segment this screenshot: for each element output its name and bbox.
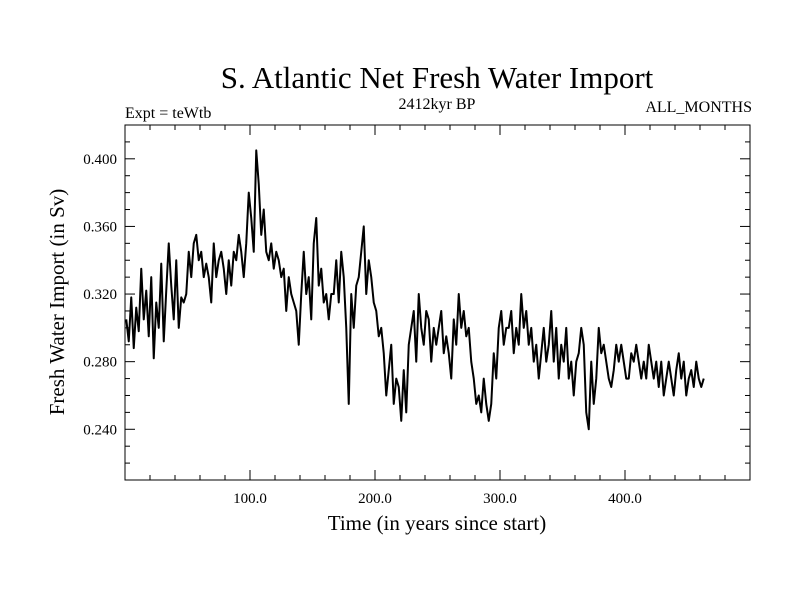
y-tick-label: 0.320 [83,287,117,303]
period-label: 2412kyr BP [399,96,476,113]
axis-ticks [125,125,750,480]
x-tick-labels: 100.0 200.0 300.0 400.0 [233,491,642,507]
series-line [125,149,705,431]
x-tick-label: 300.0 [483,491,517,507]
y-tick-label: 0.400 [83,152,117,168]
plot-frame [124,124,751,481]
chart-title: S. Atlantic Net Fresh Water Import [221,60,654,95]
y-tick-label: 0.280 [83,355,117,371]
x-tick-label: 100.0 [233,491,267,507]
x-tick-label: 400.0 [608,491,642,507]
y-axis-label: Fresh Water Import (in Sv) [45,189,69,416]
experiment-label: Expt = teWtb [125,105,211,122]
x-tick-label: 200.0 [358,491,392,507]
y-tick-labels: 0.240 0.280 0.320 0.360 0.400 [83,152,117,438]
x-axis-label: Time (in years since start) [328,511,547,535]
y-tick-label: 0.360 [83,219,117,235]
months-label: ALL_MONTHS [645,99,752,116]
y-tick-label: 0.240 [83,422,117,438]
